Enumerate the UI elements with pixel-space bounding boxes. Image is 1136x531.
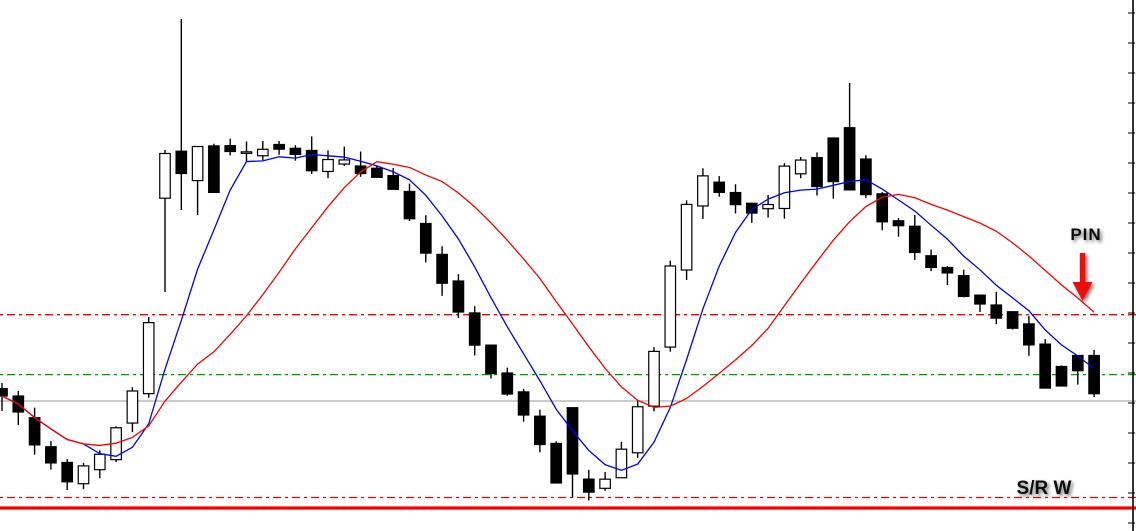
svg-text:PIN: PIN (1070, 225, 1101, 244)
svg-text:S/R W: S/R W (1017, 478, 1072, 499)
